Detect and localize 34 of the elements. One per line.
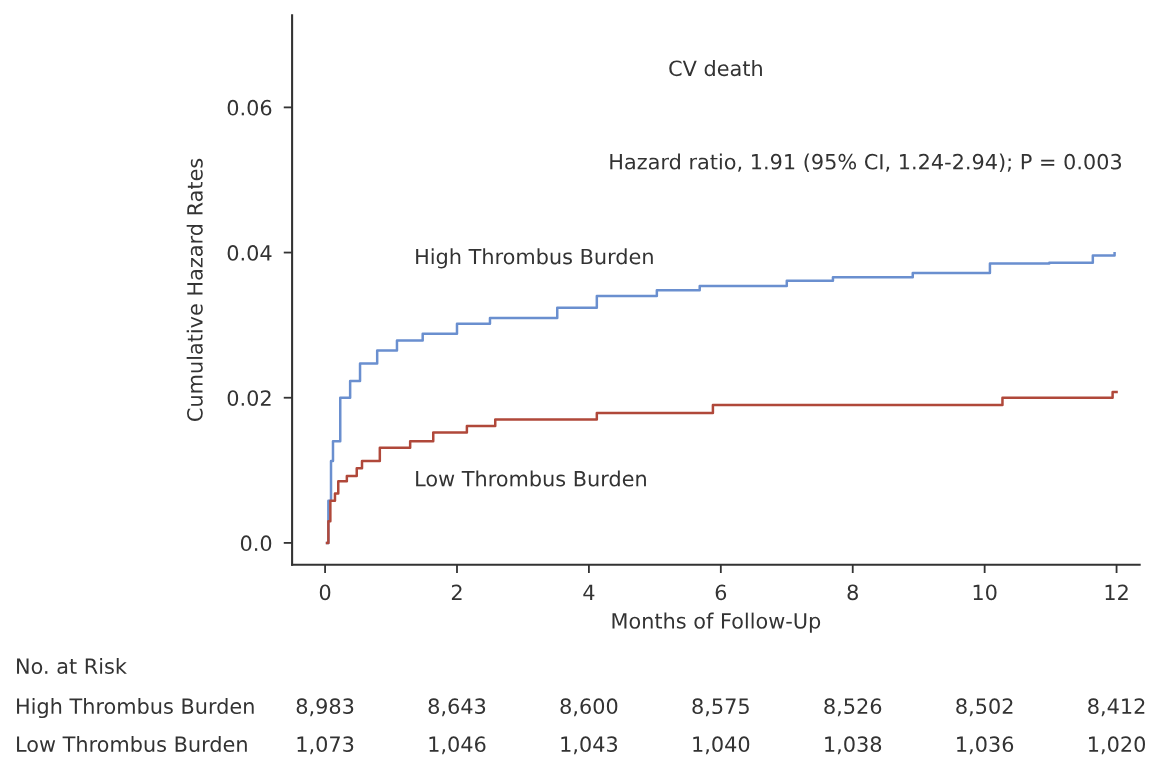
text: 8,526 [824, 698, 882, 717]
x-tick-label: 10 [973, 584, 997, 601]
text: 8,643 [428, 698, 486, 717]
text: Low Thrombus Burden [17, 735, 247, 753]
text: 1,040 [693, 736, 750, 755]
text: High Thrombus Burden [17, 697, 254, 719]
text: No. at Risk [17, 657, 127, 675]
text: 1,043 [561, 736, 618, 755]
x-tick-label: 0 [319, 584, 331, 601]
y-tick-label: 0.0 [240, 535, 272, 552]
text: 8,412 [1088, 698, 1145, 717]
x-tick-label: 2 [451, 584, 462, 600]
text: 1,038 [825, 736, 882, 755]
y-tick-label: 0.02 [227, 390, 271, 406]
series-label: High Thrombus Burden [416, 248, 653, 269]
y-tick-label: 0.04 [227, 245, 272, 261]
x-tick-label: 12 [1105, 584, 1128, 600]
x-tick-label: 4 [583, 584, 595, 600]
text: 8,983 [296, 698, 354, 717]
text: 1,020 [1089, 736, 1145, 755]
x-axis-title: Months of Follow-Up [612, 612, 821, 633]
text: 8,502 [956, 698, 1013, 717]
text: 1,046 [429, 736, 486, 755]
x-tick-label: 6 [715, 584, 727, 601]
y-tick-label: 0.06 [227, 99, 272, 116]
y-axis-title: Cumulative Hazard Rates [186, 158, 203, 421]
annotation: CV death [669, 60, 762, 77]
annotation: Hazard ratio, 1.91 (95% CI, 1.24-2.94); P = 0.003 [610, 153, 1122, 173]
text: 8,600 [560, 698, 618, 717]
text: 1,073 [297, 736, 354, 755]
series-label: Low Thrombus Burden [416, 470, 646, 487]
text: 8,575 [692, 698, 749, 717]
text: 1,036 [957, 736, 1014, 755]
x-tick-label: 8 [847, 584, 858, 601]
